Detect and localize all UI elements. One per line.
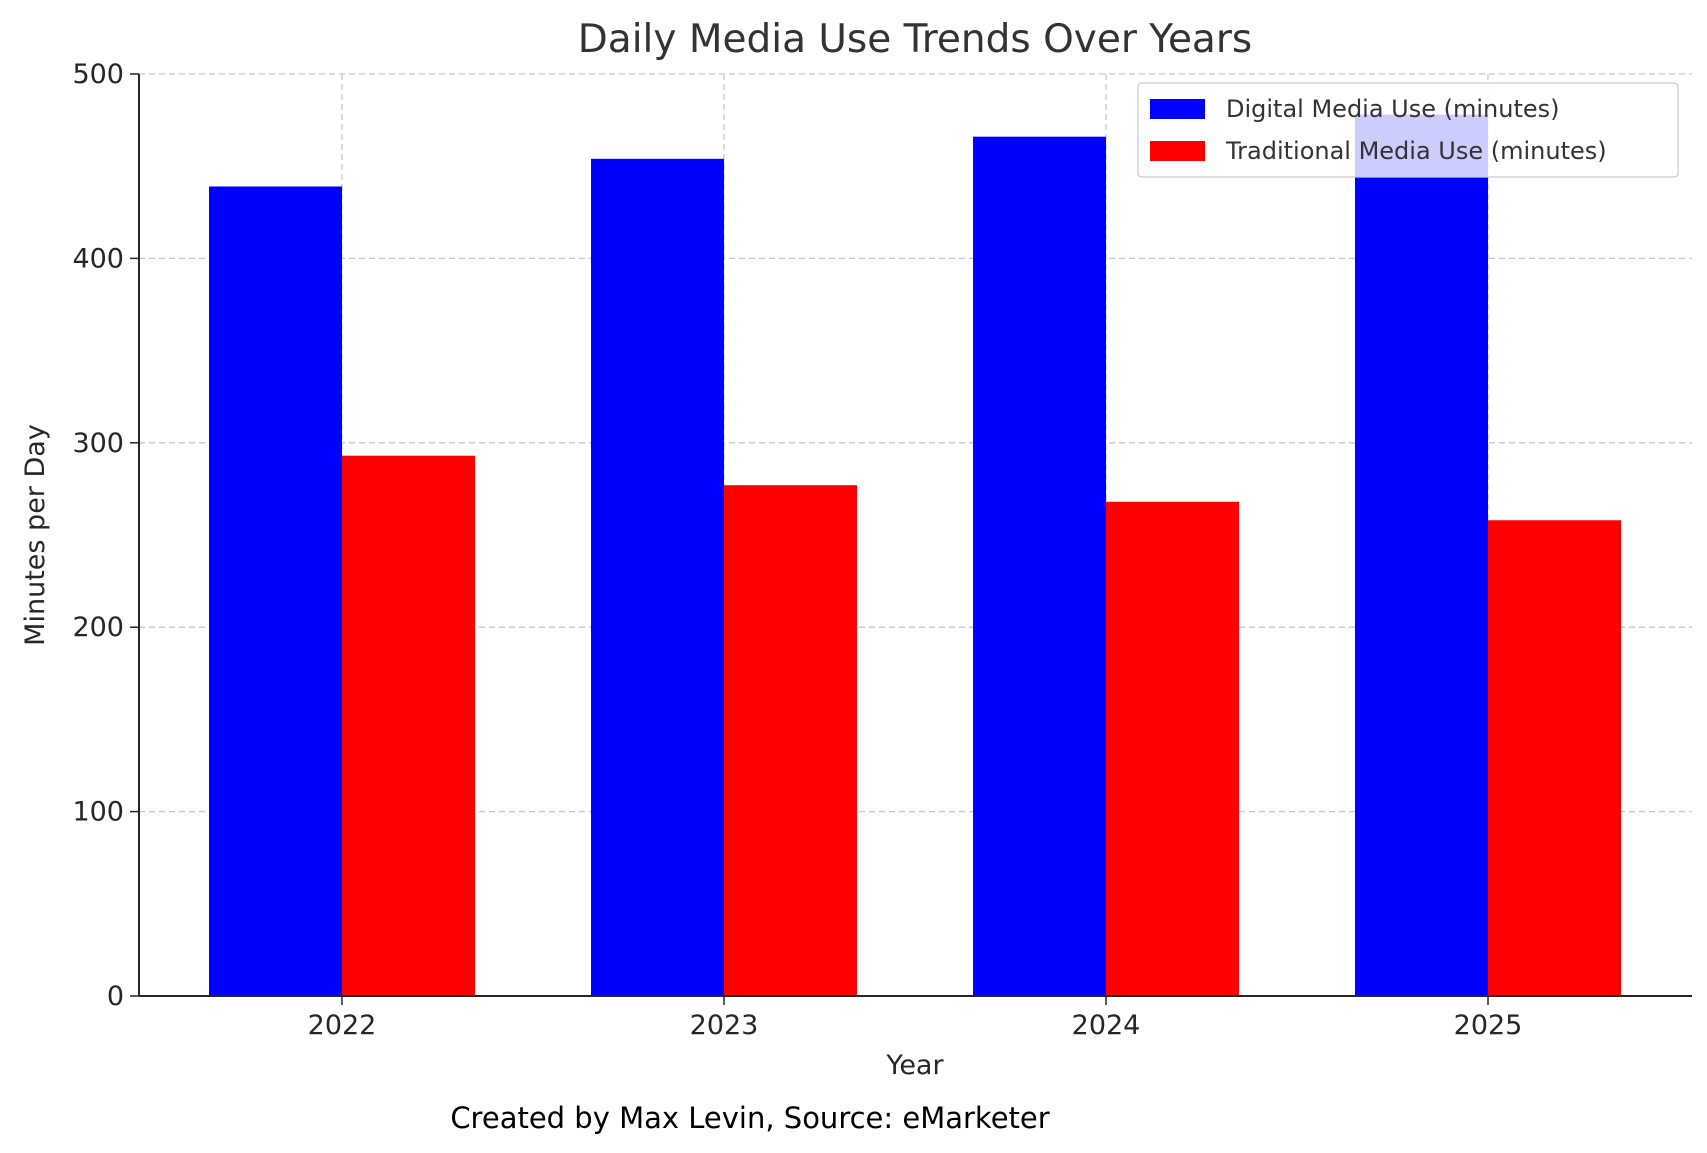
y-tick-label: 200 <box>72 612 124 643</box>
legend-label-digital: Digital Media Use (minutes) <box>1226 95 1560 123</box>
x-tick-label: 2023 <box>690 1010 759 1041</box>
bar-digital-2022 <box>209 186 342 996</box>
x-tick-label: 2024 <box>1072 1010 1141 1041</box>
bar-traditional-2025 <box>1488 520 1621 996</box>
bar-traditional-2022 <box>342 455 475 996</box>
y-axis-title: Minutes per Day <box>20 424 51 646</box>
y-tick-label: 500 <box>72 59 124 90</box>
legend-swatch-traditional <box>1150 141 1205 161</box>
x-ticks: 2022 2023 2024 2025 <box>308 996 1523 1041</box>
legend: Digital Media Use (minutes) Traditional M… <box>1137 82 1679 178</box>
bar-traditional-2023 <box>724 485 857 996</box>
x-axis-title: Year <box>885 1050 944 1081</box>
bar-digital-2024 <box>973 136 1106 997</box>
y-tick-label: 100 <box>72 797 124 828</box>
x-tick-label: 2025 <box>1454 1010 1523 1041</box>
y-tick-label: 300 <box>72 428 124 459</box>
bar-digital-2023 <box>591 158 724 997</box>
y-tick-label: 0 <box>107 981 124 1012</box>
legend-swatch-digital <box>1150 99 1205 119</box>
chart-caption: Created by Max Levin, Source: eMarketer <box>450 1101 1049 1135</box>
y-tick-label: 400 <box>72 243 124 274</box>
y-ticks: 0 100 200 300 400 500 <box>72 59 139 1012</box>
bars <box>209 114 1621 997</box>
x-tick-label: 2022 <box>308 1010 377 1041</box>
bar-digital-2025 <box>1355 114 1488 997</box>
chart-title: Daily Media Use Trends Over Years <box>578 17 1252 62</box>
legend-label-traditional: Traditional Media Use (minutes) <box>1225 137 1607 165</box>
axes <box>138 74 1692 997</box>
bar-traditional-2024 <box>1106 501 1239 996</box>
legend-box <box>1137 82 1679 178</box>
